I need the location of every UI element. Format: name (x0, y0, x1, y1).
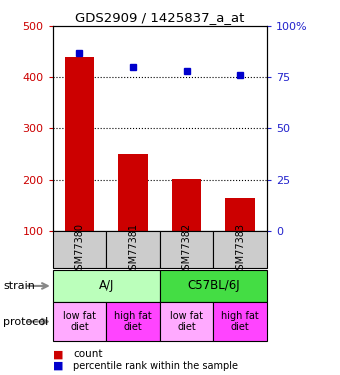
Text: high fat
diet: high fat diet (114, 311, 152, 332)
Bar (214, 302, 267, 341)
Bar (160, 231, 214, 268)
Bar (172, 178, 201, 231)
Bar (53, 231, 106, 268)
Bar (225, 198, 255, 231)
Bar (53, 270, 160, 302)
Bar (118, 154, 148, 231)
Text: GSM77381: GSM77381 (128, 223, 138, 276)
Text: count: count (73, 350, 103, 359)
Text: high fat
diet: high fat diet (221, 311, 259, 332)
Bar (106, 231, 160, 268)
Bar (106, 302, 160, 341)
Bar (214, 231, 267, 268)
Text: ■: ■ (53, 361, 63, 370)
Text: GSM77382: GSM77382 (182, 223, 191, 276)
Text: low fat
diet: low fat diet (170, 311, 203, 332)
Text: low fat
diet: low fat diet (63, 311, 96, 332)
Text: strain: strain (3, 281, 35, 291)
Bar (160, 302, 214, 341)
Text: ■: ■ (53, 350, 63, 359)
Bar (53, 302, 106, 341)
Text: GSM77383: GSM77383 (235, 223, 245, 276)
Text: percentile rank within the sample: percentile rank within the sample (73, 361, 238, 370)
Text: A/J: A/J (99, 279, 114, 292)
Bar (65, 57, 94, 231)
Title: GDS2909 / 1425837_a_at: GDS2909 / 1425837_a_at (75, 11, 244, 24)
Text: GSM77380: GSM77380 (74, 223, 84, 276)
Text: protocol: protocol (3, 316, 49, 327)
Text: C57BL/6J: C57BL/6J (187, 279, 240, 292)
Bar (160, 270, 267, 302)
